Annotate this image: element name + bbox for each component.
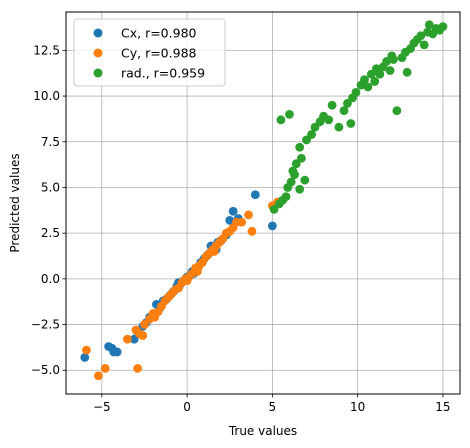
y-tick-label: −2.5 [31,318,60,332]
y-tick-label: 10.0 [33,89,60,103]
legend-box [73,18,226,87]
data-point-cy [237,217,247,227]
data-point-rad [339,106,349,116]
data-point-rad [416,31,426,41]
y-tick-label: 2.5 [41,226,60,240]
data-point-rad [351,88,361,97]
x-tick-label: 10 [350,400,365,414]
data-point-rad [402,67,412,77]
data-point-cy [100,364,110,373]
legend-marker-cy [93,48,103,58]
data-point-cy [82,345,91,355]
y-tick-label: 12.5 [33,43,60,57]
x-axis-ticks: −5 0 5 10 15 [93,394,451,414]
data-point-rad [276,115,286,125]
legend: Cx, r=0.980 Cy, r=0.988 rad., r=0.959 [73,18,226,87]
data-point-rad [300,175,310,185]
data-point-rad [286,177,296,187]
data-point-rad [295,142,305,152]
data-point-cy [133,364,143,373]
x-tick-label: −5 [93,400,111,414]
y-tick-label: 5.0 [41,180,60,194]
data-point-rad [327,100,337,110]
data-point-rad [370,77,380,86]
data-point-cx [112,347,122,357]
y-axis-label: Predicted values [8,153,22,252]
legend-label-cx: Cx, r=0.980 [121,26,197,41]
data-point-rad [424,20,434,30]
legend-marker-rad [93,68,103,78]
data-point-rad [296,153,306,163]
y-tick-label: 7.5 [41,135,60,149]
legend-label-cy: Cy, r=0.988 [121,46,197,61]
data-point-rad [346,119,356,128]
data-point-rad [334,122,344,132]
data-point-cy [192,267,202,276]
data-point-cy [244,210,253,220]
data-point-cx [228,206,238,216]
data-point-cy [209,247,219,256]
y-tick-label: 0.0 [41,272,60,286]
x-axis-label: True values [228,424,297,438]
data-point-cx [225,215,235,225]
data-point-rad [419,40,429,50]
data-point-rad [281,192,291,202]
data-point-rad [385,66,395,75]
x-tick-label: 15 [435,400,450,414]
data-point-cx [80,353,90,362]
y-axis-ticks: −5.0 −2.5 0.0 2.5 5.0 7.5 10.0 12.5 [31,43,66,377]
plot-frame [65,11,461,395]
data-point-cy [138,331,148,340]
y-tick-label: −5.0 [31,363,60,377]
data-point-cx [250,190,260,200]
x-tick-label: 5 [269,400,277,414]
series-rad [269,20,448,214]
legend-marker-cx [93,28,103,38]
data-point-rad [392,106,402,116]
data-point-cy [150,312,160,322]
data-point-rad [295,184,305,194]
data-point-rad [307,130,317,139]
data-point-rad [387,51,397,61]
legend-label-rad: rad., r=0.959 [121,66,205,81]
data-point-rad [438,22,448,32]
data-point-rad [288,166,298,176]
x-tick-label: 0 [183,400,191,414]
data-point-rad [375,69,385,79]
data-point-cy [247,226,257,236]
data-point-rad [360,75,369,85]
data-point-rad [363,82,373,92]
data-point-cx [267,221,277,231]
data-point-rad [324,115,334,125]
data-point-cy [123,334,132,344]
data-point-cy [94,371,103,381]
data-points-layer [80,20,448,381]
data-point-rad [285,109,294,119]
data-point-cy [182,276,192,286]
